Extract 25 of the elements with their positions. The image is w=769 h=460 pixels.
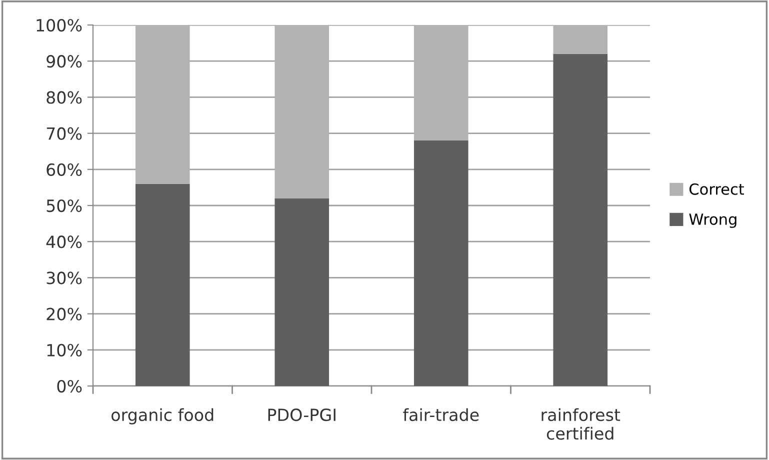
y-tick-label: 0% (57, 380, 82, 393)
y-tick-label: 40% (46, 236, 82, 248)
bar (274, 198, 330, 386)
bar (553, 25, 608, 54)
bar (414, 25, 468, 141)
y-tick-label: 30% (46, 272, 82, 284)
x-tick-label: organic food (112, 408, 214, 424)
y-tick-label: 80% (46, 91, 82, 104)
y-tick-label: 10% (47, 344, 82, 356)
x-tick-label: rainforest certified (542, 408, 620, 440)
bar (553, 54, 608, 386)
y-tick-label: 50% (46, 199, 82, 212)
bar (414, 140, 468, 386)
y-tick-label: 90% (46, 55, 82, 68)
y-tick-label: 60% (46, 163, 82, 176)
y-tick-label: 100% (36, 18, 82, 32)
y-tick-label: 70% (46, 127, 82, 140)
y-tick-label: 20% (46, 308, 82, 320)
legend-label: Wrong (689, 214, 736, 228)
x-tick-label: fair-trade (403, 408, 479, 422)
bar (135, 25, 190, 184)
legend-label: Correct (689, 183, 744, 195)
x-tick-label: PDO-PGI (268, 408, 336, 422)
bar (135, 184, 190, 386)
bar (274, 25, 330, 198)
